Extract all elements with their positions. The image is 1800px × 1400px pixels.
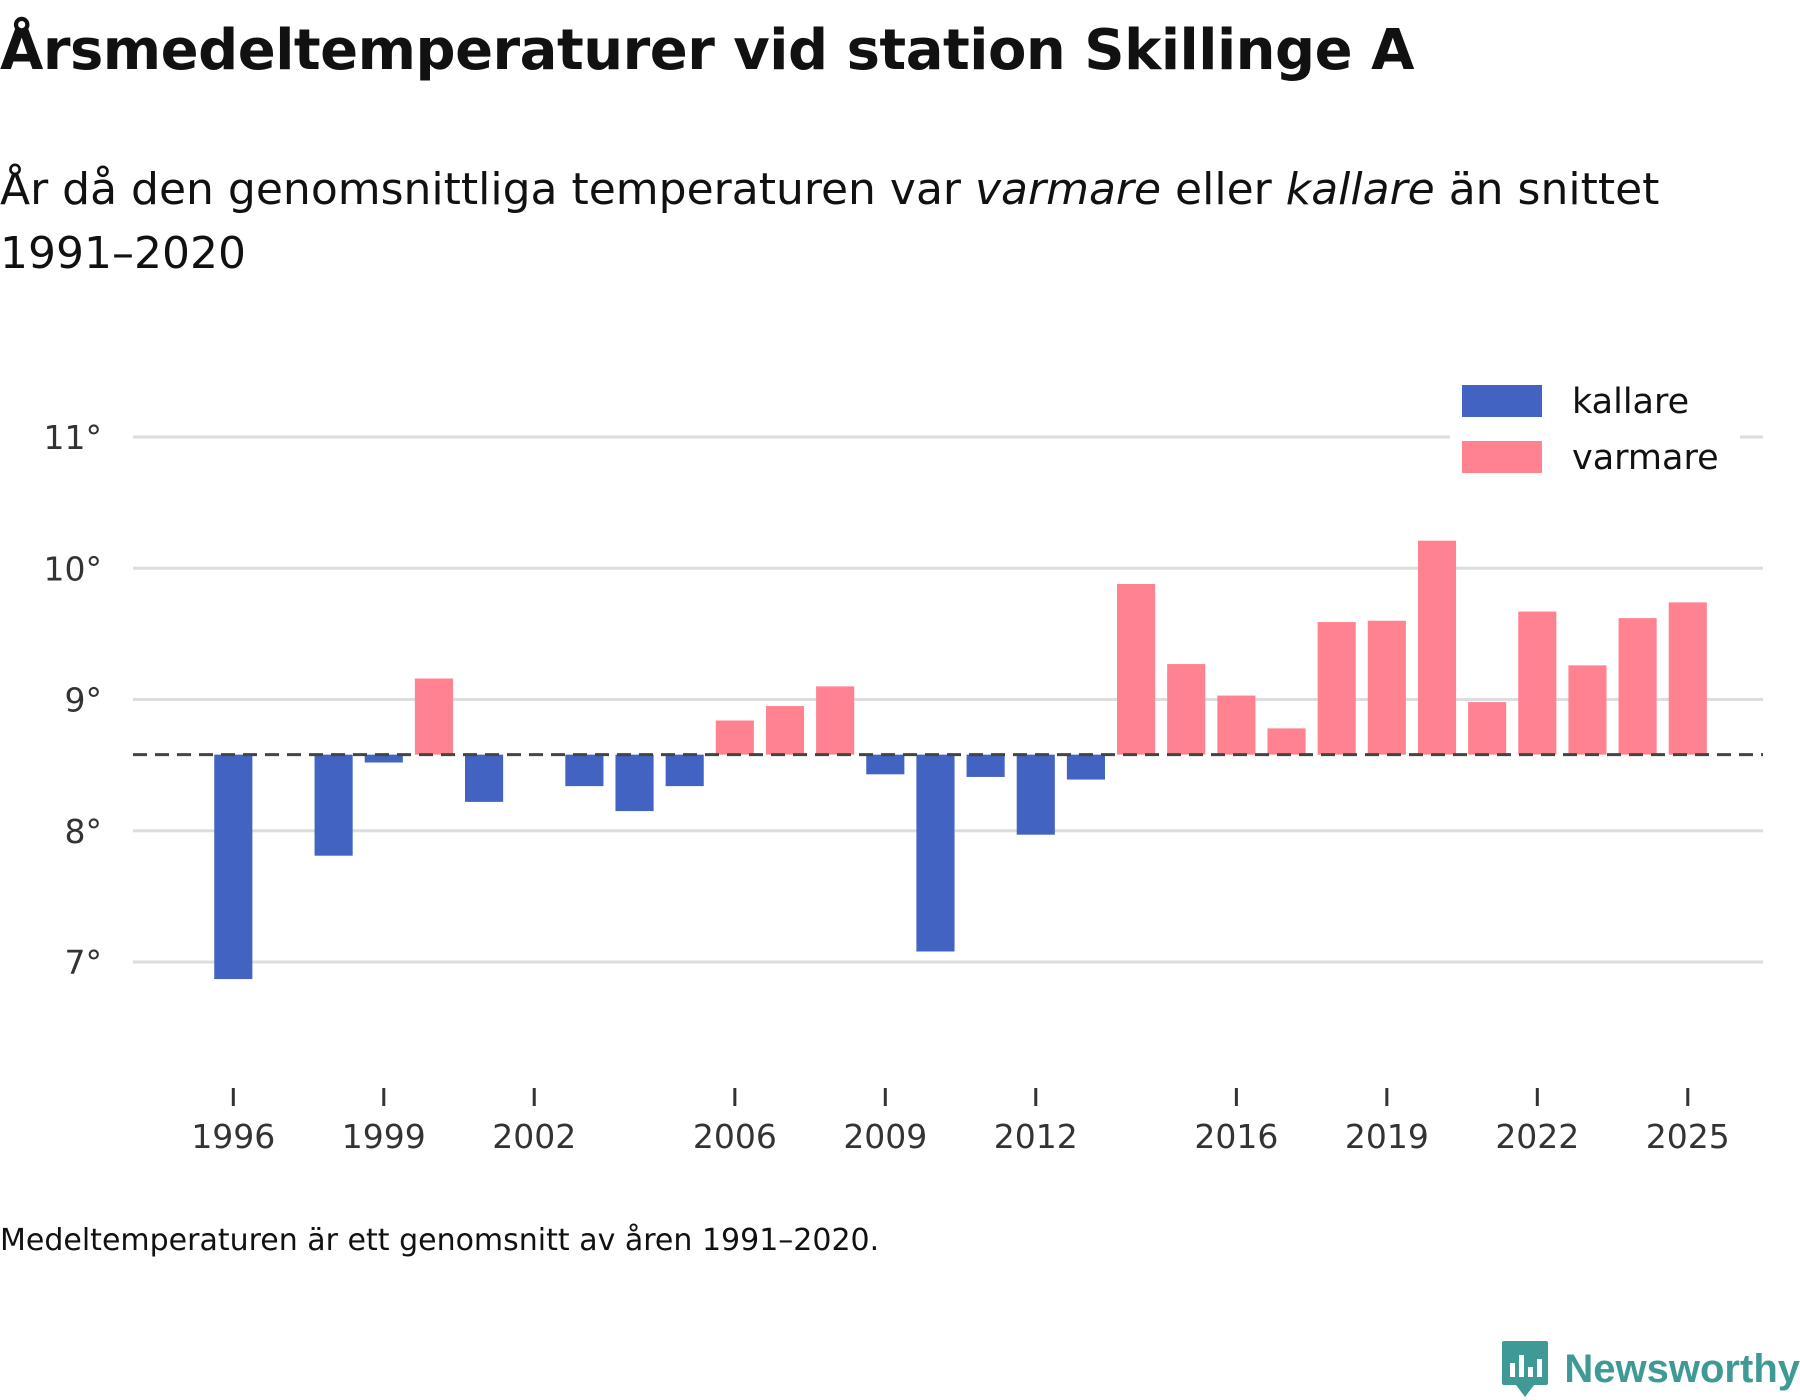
bar-2024 <box>1618 618 1657 755</box>
x-tick-label-2025: 2025 <box>1646 1117 1730 1156</box>
chart-title: Årsmedeltemperaturer vid station Skillin… <box>0 18 1414 83</box>
bar-2013 <box>1066 754 1105 780</box>
bar-2014 <box>1117 584 1156 755</box>
subtitle-part2: eller <box>1161 164 1286 215</box>
bar-2021 <box>1468 702 1507 755</box>
bar-2017 <box>1267 728 1306 755</box>
x-tick-label-2009: 2009 <box>843 1117 927 1156</box>
brand-name: Newsworthy <box>1564 1346 1800 1391</box>
bar-2009 <box>866 754 905 775</box>
legend-label-varmare: varmare <box>1572 438 1719 478</box>
subtitle-part3: än snittet 1991–2020 <box>0 164 1660 279</box>
x-tick-label-1999: 1999 <box>342 1117 426 1156</box>
y-tick-label-11: 11° <box>44 418 103 457</box>
axes: 7° 8° 9° 10° 11° 1996 1999 2002 2006 2009 2012 2016… <box>44 418 1730 1156</box>
newsworthy-logo-icon <box>1502 1341 1549 1397</box>
bar-2016 <box>1217 695 1256 755</box>
bar-2008 <box>816 686 855 755</box>
x-tick-label-2002: 2002 <box>492 1117 576 1156</box>
legend-swatch-varmare <box>1462 441 1542 473</box>
bar-chart: 7° 8° 9° 10° 11° 1996 1999 2002 2006 2009 2012 2016… <box>43 370 1763 1156</box>
bar-2018 <box>1317 622 1356 755</box>
gridlines <box>133 435 1763 964</box>
bars <box>214 540 1707 980</box>
y-tick-label-8: 8° <box>65 812 103 851</box>
legend-label-kallare: kallare <box>1572 382 1689 422</box>
bar-2006 <box>715 720 754 755</box>
bar-2001 <box>465 754 504 802</box>
x-tick-label-2019: 2019 <box>1345 1117 1429 1156</box>
subtitle-warm-word: varmare <box>974 164 1162 215</box>
bar-2004 <box>615 754 654 812</box>
x-tick-label-2012: 2012 <box>994 1117 1078 1156</box>
bar-1996 <box>214 754 253 980</box>
x-tick-label-2016: 2016 <box>1194 1117 1278 1156</box>
bar-2007 <box>765 706 805 755</box>
x-tick-label-1996: 1996 <box>191 1117 275 1156</box>
y-tick-label-9: 9° <box>65 681 103 720</box>
bar-1999 <box>364 754 403 763</box>
bar-2012 <box>1016 754 1055 835</box>
bar-2025 <box>1668 602 1707 755</box>
bar-2019 <box>1367 620 1406 755</box>
footnote: Medeltemperaturen är ett genomsnitt av å… <box>0 1223 880 1258</box>
subtitle-part1: År då den genomsnittliga temperaturen va… <box>0 164 975 215</box>
brand: Newsworthy <box>1500 1338 1800 1400</box>
x-tick-label-2006: 2006 <box>693 1117 777 1156</box>
bar-2020 <box>1417 540 1457 755</box>
legend-swatch-kallare <box>1462 385 1542 417</box>
y-tick-label-10: 10° <box>44 549 103 588</box>
bar-2005 <box>665 754 704 787</box>
bar-2000 <box>414 678 453 755</box>
y-tick-label-7: 7° <box>65 943 103 982</box>
subtitle-cold-word: kallare <box>1285 164 1435 215</box>
bar-2011 <box>966 754 1005 777</box>
bar-2023 <box>1568 665 1607 755</box>
chart-subtitle: År då den genomsnittliga temperaturen va… <box>0 158 1720 286</box>
x-tick-label-2022: 2022 <box>1495 1117 1579 1156</box>
bar-2015 <box>1167 664 1206 755</box>
legend: kallare varmare <box>1450 370 1740 490</box>
bar-1998 <box>314 754 353 856</box>
bar-2010 <box>916 754 955 952</box>
bar-2022 <box>1518 611 1557 755</box>
bar-2003 <box>565 754 604 787</box>
